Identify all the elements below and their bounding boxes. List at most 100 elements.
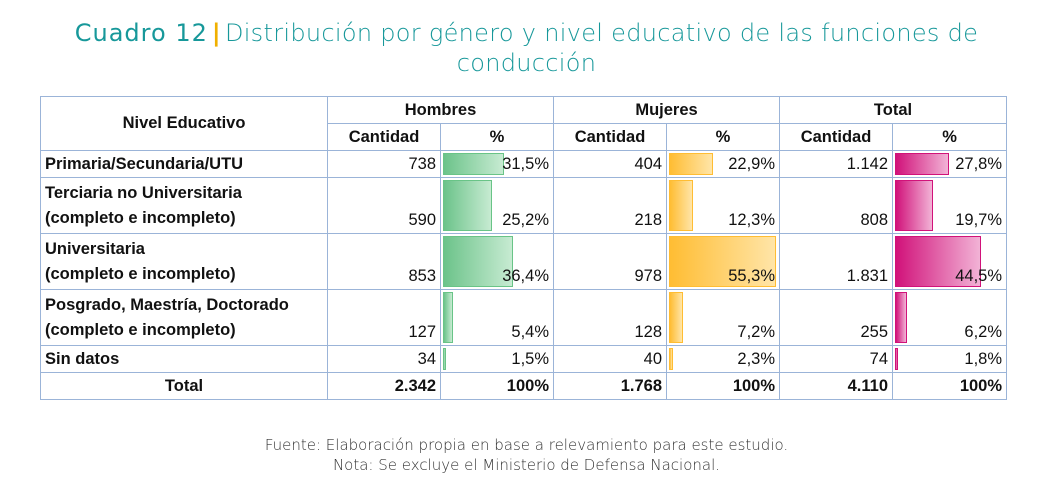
- footnotes: Fuente: Elaboración propia en base a rel…: [0, 435, 1053, 475]
- row-mujeres-pct: 55,3%: [728, 267, 776, 285]
- mujeres-bar: [669, 153, 713, 175]
- row-nivel-line2: (completo e incompleto): [45, 320, 236, 339]
- row-mujeres-cantidad: 978: [553, 233, 667, 290]
- row-mujeres-pct-cell: 12,3%: [665, 177, 781, 234]
- title-text: Distribución por género y nivel educativ…: [224, 19, 979, 77]
- row-nivel-line1: Posgrado, Maestría, Doctorado: [45, 295, 289, 314]
- total-bar: [895, 348, 899, 370]
- header-hombres-cantidad: Cantidad: [327, 123, 441, 151]
- row-total-cantidad: 74: [779, 345, 894, 373]
- row-hombres-pct-cell: 31,5%: [440, 150, 554, 178]
- row-nivel: Primaria/Secundaria/UTU: [40, 150, 328, 178]
- row-hombres-pct-cell: 25,2%: [440, 177, 554, 234]
- mujeres-bar: [669, 236, 776, 287]
- header-mujeres-cantidad: Cantidad: [553, 123, 667, 151]
- header-hombres: Hombres: [327, 96, 554, 124]
- row-mujeres-pct-cell: 22,9%: [665, 150, 781, 178]
- hombres-bar: [443, 153, 504, 175]
- row-hombres-pct-cell: 36,4%: [440, 233, 554, 290]
- table-row: Primaria/Secundaria/UTU 738 31,5% 404 22,9% 1…: [40, 150, 1008, 178]
- header-total-cantidad: Cantidad: [779, 123, 894, 151]
- totals-hombres-cantidad: 2.342: [327, 372, 441, 400]
- row-total-cantidad: 1.142: [779, 150, 894, 178]
- table-row: Terciaria no Universitaria (completo e in…: [40, 177, 1008, 234]
- row-mujeres-cantidad: 128: [553, 289, 667, 346]
- totals-mujeres-cantidad: 1.768: [553, 372, 667, 400]
- row-hombres-cantidad: 590: [327, 177, 441, 234]
- row-total-pct-cell: 19,7%: [892, 177, 1008, 234]
- row-hombres-pct: 1,5%: [511, 350, 549, 368]
- row-nivel-line1: Terciaria no Universitaria: [45, 183, 242, 202]
- row-mujeres-cantidad: 218: [553, 177, 667, 234]
- row-nivel: Terciaria no Universitaria (completo e in…: [40, 177, 328, 234]
- row-hombres-pct: 25,2%: [502, 211, 549, 229]
- table-row: Universitaria (completo e incompleto) 853 3…: [40, 233, 1008, 290]
- hombres-bar: [443, 180, 492, 231]
- mujeres-bar: [669, 180, 693, 231]
- row-nivel: Universitaria (completo e incompleto): [40, 233, 328, 290]
- row-mujeres-pct: 12,3%: [728, 211, 776, 229]
- totals-label: Total: [40, 372, 328, 400]
- row-mujeres-pct-cell: 55,3%: [665, 233, 781, 290]
- hombres-bar: [443, 236, 513, 287]
- row-hombres-cantidad: 738: [327, 150, 441, 178]
- row-mujeres-cantidad: 40: [553, 345, 667, 373]
- row-mujeres-cantidad: 404: [553, 150, 667, 178]
- data-table: Nivel Educativo Hombres Mujeres Total Ca…: [40, 96, 1008, 400]
- header-nivel: Nivel Educativo: [40, 96, 328, 151]
- row-hombres-pct: 36,4%: [502, 267, 549, 285]
- row-nivel-line2: (completo e incompleto): [45, 208, 236, 227]
- row-hombres-pct: 5,4%: [511, 323, 549, 341]
- row-nivel-line2: (completo e incompleto): [45, 264, 236, 283]
- row-hombres-cantidad: 34: [327, 345, 441, 373]
- total-bar: [895, 180, 934, 231]
- row-hombres-pct-cell: 5,4%: [440, 289, 554, 346]
- row-total-pct: 1,8%: [964, 350, 1003, 368]
- table-title: Cuadro 12 | Distribución por género y nive…: [40, 18, 1013, 78]
- row-total-pct: 27,8%: [955, 155, 1003, 173]
- row-mujeres-pct: 2,3%: [737, 350, 776, 368]
- row-mujeres-pct: 7,2%: [737, 323, 776, 341]
- row-total-pct-cell: 6,2%: [892, 289, 1008, 346]
- hombres-bar: [443, 348, 446, 370]
- row-nivel-line1: Universitaria: [45, 239, 145, 258]
- row-total-pct: 19,7%: [955, 211, 1003, 229]
- totals-mujeres-pct: 100%: [665, 372, 781, 400]
- row-mujeres-pct-cell: 2,3%: [665, 345, 781, 373]
- row-total-cantidad: 808: [779, 177, 894, 234]
- hombres-bar: [443, 292, 453, 343]
- totals-row: Total 2.342 100% 1.768 100% 4.110 100%: [40, 372, 1008, 400]
- row-total-pct-cell: 44,5%: [892, 233, 1008, 290]
- row-total-pct-cell: 27,8%: [892, 150, 1008, 178]
- row-nivel-line1: Primaria/Secundaria/UTU: [45, 154, 244, 173]
- row-nivel: Sin datos: [40, 345, 328, 373]
- header-total-pct: %: [892, 123, 1008, 151]
- exclusion-note: Nota: Se excluye el Ministerio de Defens…: [332, 456, 721, 474]
- row-hombres-cantidad: 853: [327, 233, 441, 290]
- row-nivel: Posgrado, Maestría, Doctorado (completo e…: [40, 289, 328, 346]
- row-total-cantidad: 1.831: [779, 233, 894, 290]
- totals-total-cantidad: 4.110: [779, 372, 894, 400]
- table-row: Posgrado, Maestría, Doctorado (completo e…: [40, 289, 1008, 346]
- header-hombres-pct: %: [440, 123, 554, 151]
- row-nivel-line1: Sin datos: [45, 349, 120, 368]
- row-hombres-pct-cell: 1,5%: [440, 345, 554, 373]
- row-hombres-cantidad: 127: [327, 289, 441, 346]
- row-mujeres-pct-cell: 7,2%: [665, 289, 781, 346]
- total-bar: [895, 292, 908, 343]
- row-total-pct: 6,2%: [964, 323, 1003, 341]
- title-separator: |: [211, 19, 221, 47]
- total-bar: [895, 153, 950, 175]
- source-note: Fuente: Elaboración propia en base a rel…: [264, 436, 789, 454]
- totals-total-pct: 100%: [892, 372, 1008, 400]
- row-hombres-pct: 31,5%: [502, 155, 549, 173]
- totals-hombres-pct: 100%: [440, 372, 554, 400]
- mujeres-bar: [669, 292, 683, 343]
- row-total-cantidad: 255: [779, 289, 894, 346]
- row-total-pct-cell: 1,8%: [892, 345, 1008, 373]
- mujeres-bar: [669, 348, 673, 370]
- row-total-pct: 44,5%: [955, 267, 1003, 285]
- header-mujeres-pct: %: [665, 123, 781, 151]
- table-row: Sin datos 34 1,5% 40 2,3% 74 1,8%: [40, 345, 1008, 373]
- header-mujeres: Mujeres: [552, 96, 781, 124]
